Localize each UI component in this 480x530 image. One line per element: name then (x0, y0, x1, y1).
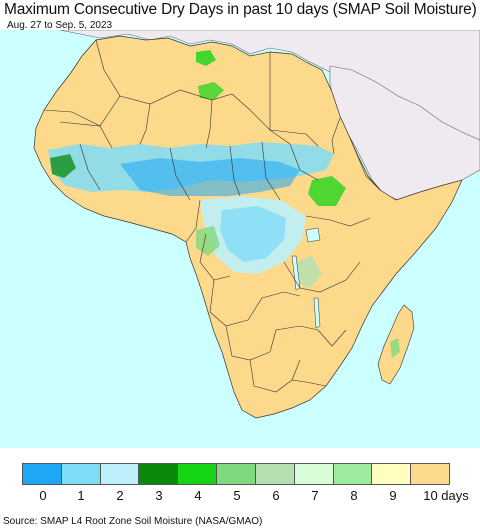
map-panel (0, 30, 480, 448)
legend-tick-7: 7 (311, 488, 319, 503)
wet-congo-core (220, 206, 286, 262)
legend-tick-1: 1 (77, 488, 85, 503)
green-madagascar-patch (390, 338, 400, 358)
legend-swatch-10 (411, 464, 449, 484)
legend-swatch-0 (23, 464, 62, 484)
wet-core-central (120, 158, 300, 196)
green-guinea-patch (50, 154, 76, 178)
legend-tick-8: 8 (350, 488, 358, 503)
green-angola-patch (196, 226, 220, 256)
legend-tick-4: 4 (194, 488, 202, 503)
legend-tick-3: 3 (155, 488, 163, 503)
legend-swatch-9 (372, 464, 412, 484)
legend-tick-2: 2 (116, 488, 124, 503)
legend-swatch-8 (333, 464, 373, 484)
lake-malawi (313, 297, 321, 329)
source-credit: Source: SMAP L4 Root Zone Soil Moisture … (3, 516, 263, 527)
map-title: Maximum Consecutive Dry Days in past 10 … (4, 1, 477, 18)
green-east-patch (296, 256, 322, 288)
legend-swatch-2 (100, 464, 140, 484)
green-algeria-patch (198, 82, 224, 100)
country-borders (43, 39, 381, 393)
legend-swatch-4 (178, 464, 218, 484)
africa-map (0, 30, 480, 448)
legend-tick-10: 10 days (423, 488, 469, 503)
legend-swatch-1 (61, 464, 101, 484)
legend-swatch-6 (255, 464, 295, 484)
legend-tick-6: 6 (272, 488, 280, 503)
green-ethiopia-patch (308, 176, 346, 206)
lake-victoria (305, 227, 321, 243)
legend-colorbar (22, 463, 450, 485)
legend-swatch-3 (139, 464, 179, 484)
legend-swatch-7 (294, 464, 334, 484)
green-north-patch (196, 50, 216, 66)
legend-tick-9: 9 (389, 488, 397, 503)
legend-tick-0: 0 (39, 488, 47, 503)
legend-swatch-5 (217, 464, 256, 484)
legend-tick-5: 5 (233, 488, 241, 503)
date-range: Aug. 27 to Sep. 5, 2023 (7, 20, 113, 31)
